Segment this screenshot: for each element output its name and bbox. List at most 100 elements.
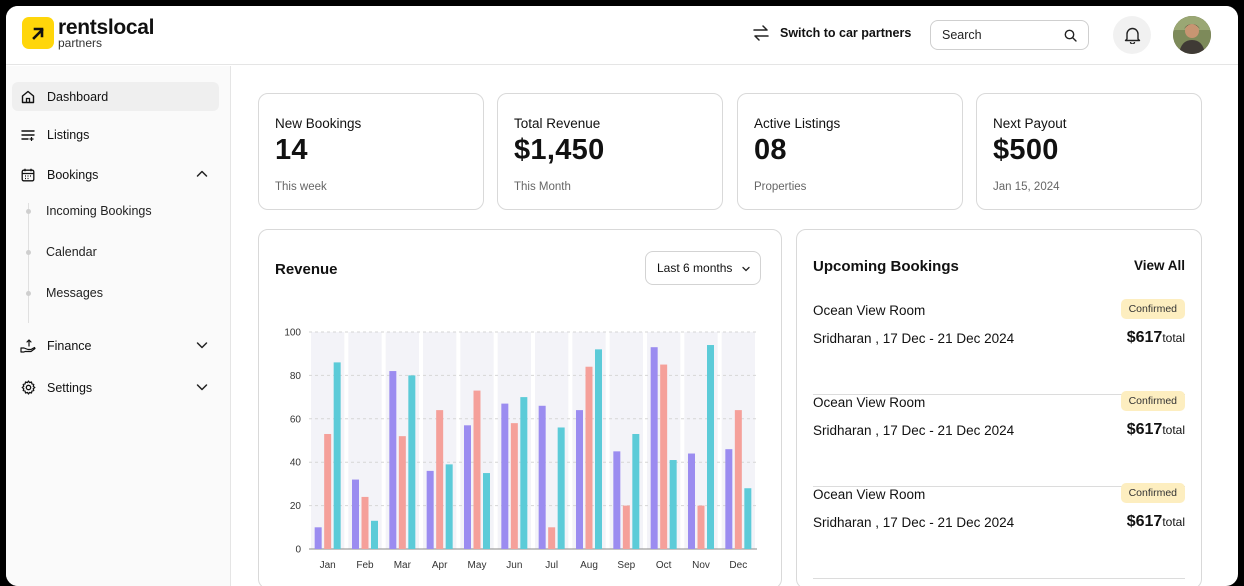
price-suffix: total: [1162, 423, 1185, 437]
x-tick-label: Nov: [692, 560, 710, 571]
list-icon: [20, 127, 36, 143]
chart-bar: [408, 375, 416, 549]
price-suffix: total: [1162, 331, 1185, 345]
submenu-dot: [26, 250, 31, 255]
stat-value: $1,450: [514, 134, 605, 166]
chevron-up-icon[interactable]: [195, 167, 209, 181]
stat-value: 14: [275, 134, 308, 166]
sidebar-subitem-incoming-bookings[interactable]: Incoming Bookings: [46, 204, 152, 218]
submenu-dot: [26, 291, 31, 296]
chart-bar: [650, 347, 658, 549]
x-tick-label: Aug: [580, 560, 598, 571]
revenue-title: Revenue: [275, 261, 338, 278]
stat-value: $500: [993, 134, 1059, 166]
y-tick-label: 40: [290, 458, 302, 469]
sidebar-item-finance[interactable]: Finance: [12, 331, 219, 360]
x-tick-label: May: [468, 560, 487, 571]
app-window: rentslocal partners Switch to car partne…: [6, 6, 1238, 586]
chart-bar: [744, 488, 752, 549]
chart-bar: [324, 433, 332, 549]
chart-bar: [660, 364, 668, 549]
calendar-icon: [20, 167, 36, 183]
chart-bar: [613, 451, 621, 549]
x-tick-label: Feb: [356, 560, 374, 571]
x-tick-label: Mar: [394, 560, 412, 571]
y-tick-label: 60: [290, 414, 302, 425]
x-tick-label: Apr: [432, 560, 448, 571]
switch-partner-button[interactable]: Switch to car partners: [752, 25, 911, 41]
x-tick-label: Dec: [729, 560, 747, 571]
chart-bar: [445, 464, 453, 549]
logo-arrow-icon: [22, 17, 54, 49]
range-dropdown-value: Last 6 months: [657, 261, 733, 275]
chart-bar: [632, 433, 640, 549]
view-all-link[interactable]: View All: [1133, 258, 1185, 273]
avatar-photo: [1173, 16, 1211, 54]
sidebar-item-label: Listings: [47, 127, 90, 142]
revenue-panel: Revenue Last 6 months 0 20 40 60 80 100 Jan Feb…: [258, 229, 782, 586]
x-tick-label: Jun: [506, 560, 522, 571]
chart-bar: [464, 425, 471, 549]
search-icon[interactable]: [1064, 29, 1077, 42]
chevron-down-icon[interactable]: [195, 380, 209, 394]
logo-sub: partners: [58, 36, 103, 50]
chart-bar: [688, 453, 695, 549]
chart-bar: [622, 505, 630, 549]
chart-bar: [725, 449, 733, 549]
chart-bar: [483, 473, 490, 549]
range-dropdown[interactable]: Last 6 months: [645, 251, 761, 285]
sidebar-item-settings[interactable]: Settings: [12, 373, 219, 402]
sidebar: Dashboard Listings Bookings Incoming Boo…: [6, 66, 231, 586]
stat-sub: Jan 15, 2024: [993, 181, 1060, 193]
chart-bar: [426, 470, 434, 549]
sidebar-item-label: Finance: [47, 338, 92, 353]
y-tick-label: 80: [290, 371, 302, 382]
logo-name: rentslocal: [58, 16, 155, 39]
x-tick-label: Oct: [656, 560, 672, 571]
bell-icon: [1124, 27, 1140, 44]
logo[interactable]: rentslocal partners: [22, 16, 155, 50]
stat-sub: This week: [275, 181, 327, 193]
sidebar-subitem-calendar[interactable]: Calendar: [46, 245, 97, 259]
booking-item[interactable]: Ocean View Room Sridharan , 17 Dec - 21 …: [813, 299, 1185, 395]
chart-bar: [697, 505, 705, 549]
sidebar-item-bookings[interactable]: Bookings: [12, 160, 219, 189]
chart-bar: [314, 527, 322, 549]
search-input[interactable]: [942, 28, 1060, 42]
hand-money-icon: [20, 338, 36, 354]
booking-room: Ocean View Room: [813, 303, 926, 318]
chart-bar: [398, 436, 406, 549]
booking-item[interactable]: Ocean View Room Sridharan , 17 Dec - 21 …: [813, 391, 1185, 487]
stat-label: New Bookings: [275, 116, 362, 131]
top-header: rentslocal partners Switch to car partne…: [6, 6, 1238, 65]
sidebar-subitem-messages[interactable]: Messages: [46, 286, 103, 300]
home-icon: [20, 89, 36, 105]
chart-bar: [333, 362, 341, 549]
upcoming-bookings-panel: Upcoming Bookings View All Ocean View Ro…: [796, 229, 1202, 586]
stat-label: Active Listings: [754, 116, 841, 131]
booking-guest-dates: Sridharan , 17 Dec - 21 Dec 2024: [813, 515, 1015, 530]
switch-partner-label: Switch to car partners: [780, 26, 912, 40]
chart-bar: [371, 520, 378, 549]
booking-price: $617total: [1127, 421, 1185, 439]
search-box[interactable]: [930, 20, 1089, 50]
chart-bar: [557, 427, 565, 549]
revenue-chart: 0 20 40 60 80 100 Jan Feb Mar Apr May Jun Jul Aug Sep O…: [284, 328, 757, 571]
sidebar-item-label: Settings: [47, 380, 93, 395]
notifications-button[interactable]: [1113, 16, 1151, 54]
booking-price: $617total: [1127, 329, 1185, 347]
x-tick-label: Jan: [320, 560, 336, 571]
avatar[interactable]: [1173, 16, 1211, 54]
booking-item[interactable]: Ocean View Room Sridharan , 17 Dec - 21 …: [813, 483, 1185, 579]
chart-bar: [473, 390, 481, 549]
price-suffix: total: [1162, 515, 1185, 529]
sidebar-item-listings[interactable]: Listings: [12, 120, 219, 149]
chevron-down-icon: [742, 266, 750, 272]
chevron-down-icon[interactable]: [195, 338, 209, 352]
stat-card-active-listings: Active Listings 08 Properties: [737, 93, 963, 210]
chart-bar: [361, 496, 369, 549]
sidebar-item-dashboard[interactable]: Dashboard: [12, 82, 219, 111]
chart-bar: [352, 479, 359, 549]
x-tick-label: Jul: [545, 560, 558, 571]
stat-card-new-bookings: New Bookings 14 This week: [258, 93, 484, 210]
